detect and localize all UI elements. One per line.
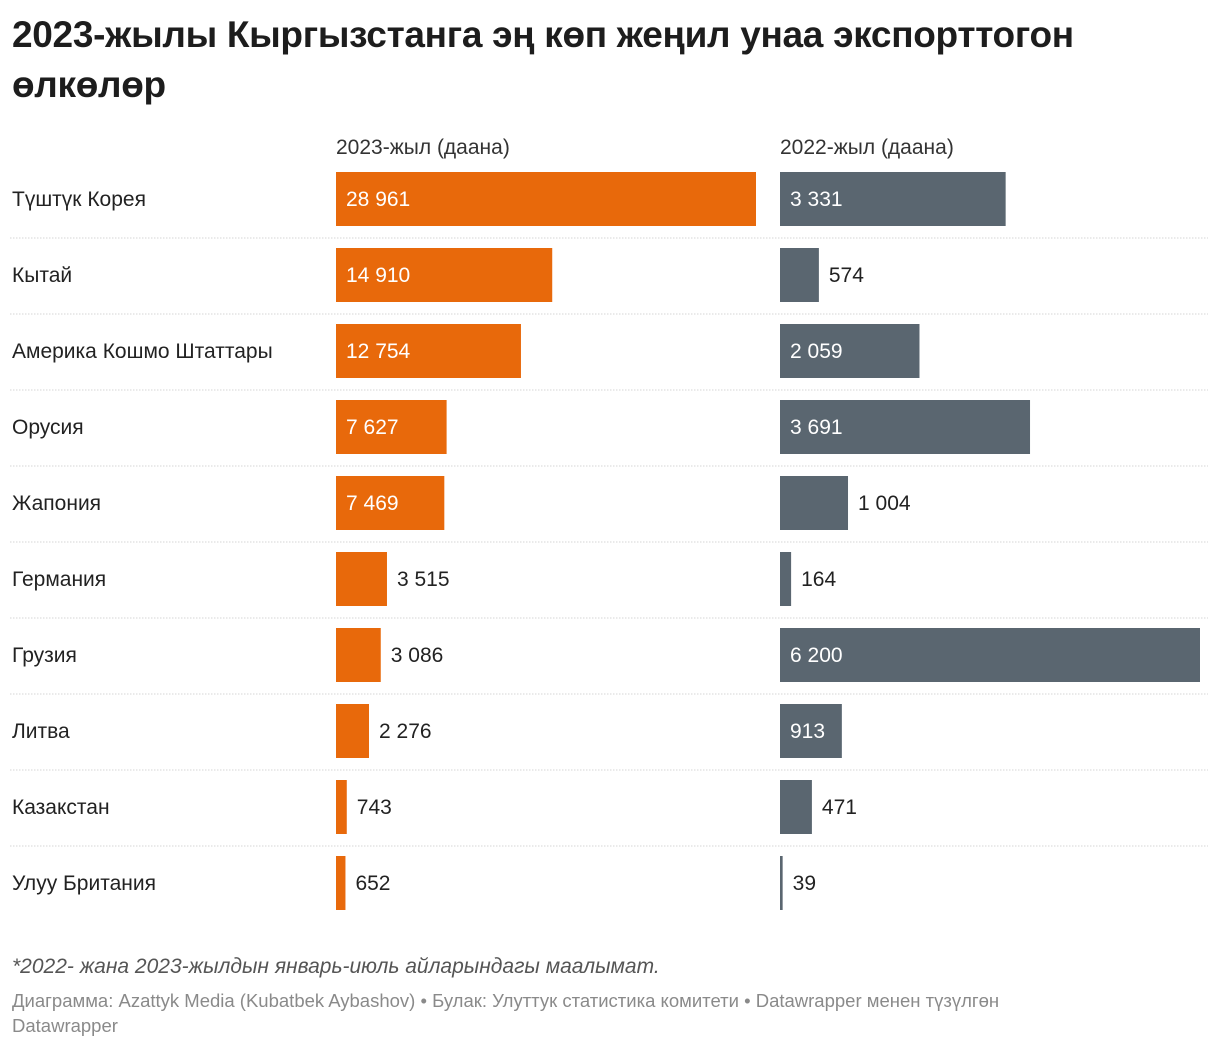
bar-2022	[780, 628, 1200, 682]
credit-made-with: Datawrapper менен түзүлгөн	[755, 990, 1000, 1011]
value-label-2023: 7 469	[346, 492, 399, 515]
bar-2023	[336, 248, 553, 302]
bar-2022	[780, 476, 849, 530]
credit-separator: •	[744, 990, 751, 1011]
category-label: Литва	[12, 720, 70, 743]
bar-2022	[780, 400, 1031, 454]
value-label-2022: 2 059	[790, 340, 843, 363]
column-header-2022: 2022-жыл (даана)	[780, 136, 954, 159]
value-label-2022: 3 331	[790, 188, 843, 211]
bar-2023	[336, 400, 447, 454]
bar-2023	[336, 856, 346, 910]
category-label: Улуу Британия	[12, 872, 156, 895]
value-label-2022: 574	[829, 264, 864, 287]
bar-2022	[780, 172, 1006, 226]
category-label: Жапония	[12, 492, 101, 515]
category-label: Казакстан	[12, 796, 110, 819]
bar-2022	[780, 324, 920, 378]
value-label-2023: 2 276	[379, 720, 432, 743]
value-label-2023: 652	[355, 872, 390, 895]
value-label-2022: 39	[793, 872, 816, 895]
category-label: Америка Кошмо Штаттары	[12, 340, 273, 363]
value-label-2023: 14 910	[346, 264, 410, 287]
category-label: Грузия	[12, 644, 77, 667]
bar-2023	[336, 704, 370, 758]
credit-chart-by: Диаграмма: Azattyk Media (Kubatbek Aybas…	[12, 990, 416, 1011]
bar-2022	[780, 704, 842, 758]
value-label-2023: 743	[357, 796, 392, 819]
value-label-2022: 3 691	[790, 416, 843, 439]
category-label: Германия	[12, 568, 106, 591]
footnote: *2022- жана 2023-жылдын январь-июль айла…	[12, 955, 660, 978]
credit-source: Булак: Улуттук статистика комитети	[432, 990, 739, 1011]
column-header-2023: 2023-жыл (даана)	[336, 136, 510, 159]
value-label-2022: 1 004	[858, 492, 911, 515]
bar-2023	[336, 172, 756, 226]
value-label-2023: 28 961	[346, 188, 410, 211]
bar-2023	[336, 628, 381, 682]
value-label-2023: 3 086	[391, 644, 444, 667]
category-label: Түштүк Корея	[12, 188, 146, 211]
credits: Диаграмма: Azattyk Media (Kubatbek Aybas…	[12, 988, 1212, 1038]
value-label-2023: 7 627	[346, 416, 399, 439]
value-label-2022: 164	[801, 568, 836, 591]
chart-title: 2023-жылы Кыргызстанга эң көп жеңил унаа…	[12, 14, 1074, 105]
value-label-2023: 3 515	[397, 568, 450, 591]
bar-2022	[780, 248, 819, 302]
value-label-2022: 913	[790, 720, 825, 743]
bar-2023	[336, 552, 387, 606]
value-label-2023: 12 754	[346, 340, 411, 363]
bar-2023	[336, 476, 445, 530]
bar-2023	[336, 780, 347, 834]
bar-2022	[780, 856, 783, 910]
bar-2023	[336, 324, 521, 378]
bar-chart: Түштүк Корея 28 961 3 331 Кытай 14 910 574 Аме…	[10, 172, 1208, 910]
category-label: Орусия	[12, 416, 84, 439]
value-label-2022: 471	[822, 796, 857, 819]
bar-2022	[780, 780, 812, 834]
value-label-2022: 6 200	[790, 644, 843, 667]
bar-2022	[780, 552, 792, 606]
category-label: Кытай	[12, 264, 72, 287]
credit-separator: •	[420, 990, 427, 1011]
datawrapper-link[interactable]: Datawrapper	[12, 1015, 118, 1036]
